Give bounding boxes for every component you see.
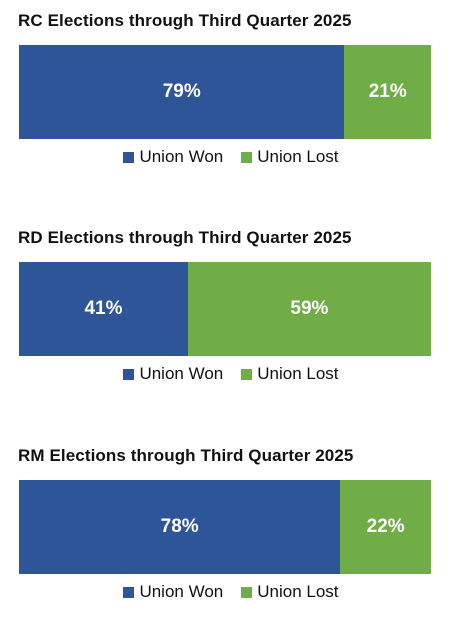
chart-title: RC Elections through Third Quarter 2025	[18, 11, 352, 30]
legend: Union Won Union Lost	[0, 147, 462, 167]
chart-panel-rm: RM Elections through Third Quarter 2025 …	[0, 446, 462, 606]
legend-label-lost: Union Lost	[257, 364, 339, 383]
chart-panel-rc: RC Elections through Third Quarter 2025 …	[0, 11, 462, 171]
legend-label-won: Union Won	[139, 147, 224, 166]
legend-label-lost: Union Lost	[257, 582, 339, 601]
legend-swatch-won	[123, 368, 135, 380]
legend-item-union-won: Union Won	[123, 364, 223, 384]
chart-title: RM Elections through Third Quarter 2025	[18, 446, 354, 465]
legend-label-lost: Union Lost	[257, 147, 339, 166]
legend-item-union-lost: Union Lost	[241, 582, 339, 602]
legend-item-union-lost: Union Lost	[241, 147, 339, 167]
legend-swatch-lost	[241, 151, 253, 163]
bar-segment-union-won: 78%	[19, 480, 341, 574]
chart-panel-rd: RD Elections through Third Quarter 2025 …	[0, 228, 462, 388]
legend-item-union-won: Union Won	[123, 147, 223, 167]
chart-title: RD Elections through Third Quarter 2025	[18, 228, 352, 247]
bar-segment-union-lost: 22%	[340, 480, 431, 574]
bar-segment-union-lost: 21%	[344, 45, 431, 139]
stacked-bar: 41% 59%	[19, 262, 431, 356]
legend-swatch-won	[123, 151, 135, 163]
bar-segment-union-won: 41%	[19, 262, 188, 356]
legend: Union Won Union Lost	[0, 582, 462, 602]
bar-segment-union-won: 79%	[19, 45, 345, 139]
legend-swatch-lost	[241, 368, 253, 380]
legend-item-union-lost: Union Lost	[241, 364, 339, 384]
legend: Union Won Union Lost	[0, 364, 462, 384]
legend-swatch-won	[123, 586, 135, 598]
legend-swatch-lost	[241, 586, 253, 598]
stacked-bar: 78% 22%	[19, 480, 431, 574]
bar-segment-union-lost: 59%	[187, 262, 431, 356]
legend-item-union-won: Union Won	[123, 582, 223, 602]
stacked-bar: 79% 21%	[19, 45, 431, 139]
legend-label-won: Union Won	[139, 364, 224, 383]
legend-label-won: Union Won	[139, 582, 224, 601]
